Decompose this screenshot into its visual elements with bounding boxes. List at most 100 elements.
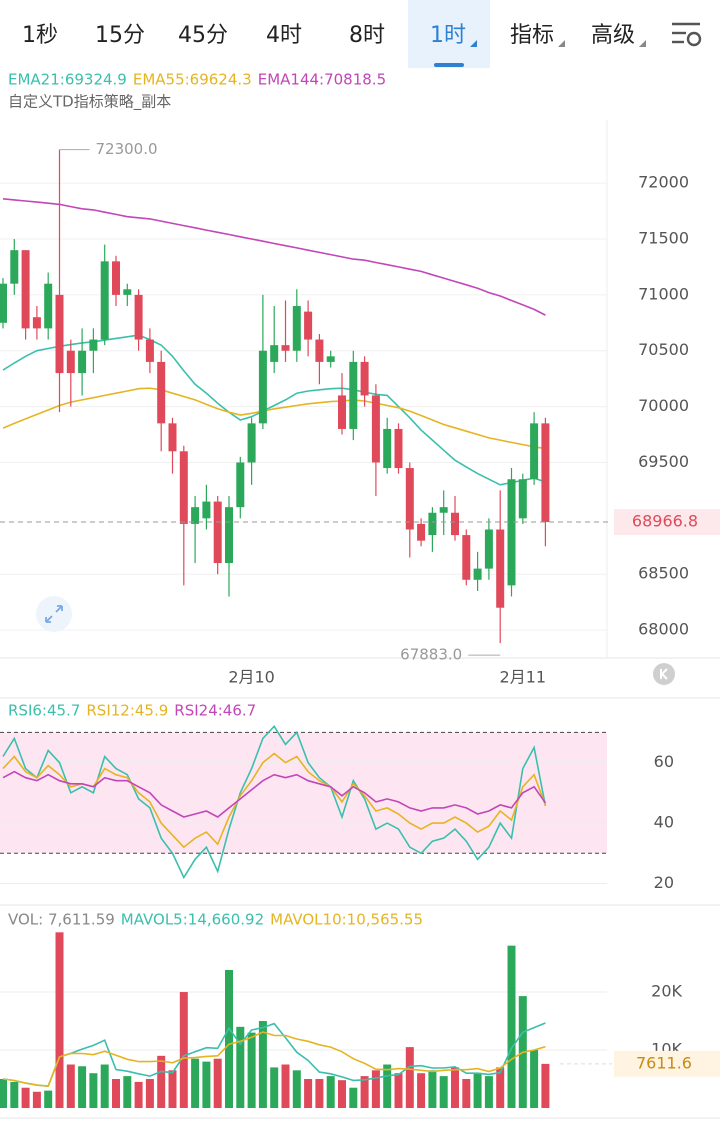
volume-bar [530, 1050, 539, 1108]
volume-bar [100, 1064, 109, 1108]
volume-bar [66, 1064, 75, 1108]
tab-label[interactable]: 1时 [430, 23, 466, 48]
active-tab-bg [408, 0, 490, 68]
volume-bar [473, 1073, 482, 1108]
y-tick-label: 70000 [638, 396, 689, 415]
volume-bar [134, 1081, 143, 1108]
legend-entry: RSI6:45.7 [8, 702, 80, 720]
candle-body [281, 345, 290, 351]
volume-bar [439, 1076, 448, 1108]
volume-bar [145, 1079, 154, 1108]
volume-bar [0, 1079, 7, 1108]
volume-bar [55, 932, 64, 1108]
volume-bar [541, 1063, 550, 1108]
volume-bar [496, 1067, 505, 1108]
candle-body [225, 507, 233, 564]
volume-bar [281, 1064, 290, 1108]
plots: EMA21:69324.9 EMA55:69624.3 EMA144:70818.5… [0, 71, 720, 1108]
candle-body [541, 423, 550, 523]
candle-body [66, 350, 75, 374]
candle-body [292, 306, 301, 351]
volume-bar [360, 1076, 369, 1108]
y-tick-label: 68500 [638, 564, 689, 583]
legend-entry: MAVOL10:10,565.55 [270, 911, 423, 929]
legend-entry: EMA21:69324.9 [8, 71, 127, 89]
candle-body [112, 261, 120, 295]
candle-body [484, 529, 493, 569]
legend-entry: RSI24:46.7 [174, 702, 256, 720]
tab-label[interactable]: 1秒 [22, 23, 58, 48]
button-icon [45, 605, 63, 623]
candle-body [179, 451, 188, 524]
candle-body [191, 507, 200, 524]
volume-bar [247, 1032, 256, 1108]
volume-bar [338, 1080, 346, 1108]
volume-bar [10, 1081, 19, 1108]
volume-bar [462, 1079, 471, 1108]
indicator-line [2, 1022, 546, 1088]
candle-body [315, 339, 324, 362]
last-volume-box [614, 1050, 720, 1077]
candle-body [394, 428, 403, 469]
volume-bar [383, 1064, 392, 1108]
volume-bar [89, 1073, 98, 1108]
scroll-latest-button[interactable] [653, 663, 675, 685]
y-tick-label: 20K [651, 982, 682, 1001]
legend-entry: MAVOL5:14,660.92 [121, 911, 264, 929]
candle-body [451, 512, 459, 536]
active-tab-indicator [434, 63, 464, 67]
candle-body [123, 289, 132, 295]
indicator-line [2, 770, 547, 818]
candle-body [247, 423, 256, 463]
candle-body [473, 568, 482, 580]
y-tick-label: 72000 [638, 173, 689, 192]
candle-body [304, 311, 313, 340]
button-bg [653, 663, 675, 685]
candle-body [338, 395, 346, 429]
dropdown-caret [558, 40, 566, 47]
volume-bar [417, 1073, 426, 1108]
candle-body [21, 250, 30, 329]
tab-label[interactable]: 15分 [95, 23, 145, 48]
tab-label[interactable]: 高级 [591, 23, 635, 48]
candle-body [270, 345, 279, 362]
indicator-line [2, 198, 546, 316]
volume-bar [258, 1021, 267, 1108]
y-tick-label: 20 [654, 873, 674, 892]
volume-bar [484, 1076, 493, 1108]
candle-body [236, 462, 245, 508]
candle-body [383, 428, 392, 469]
last-price-box [614, 509, 720, 536]
tab-label[interactable]: 4时 [266, 23, 302, 48]
candle-body [371, 395, 380, 463]
volume-bar [21, 1087, 30, 1108]
settings-icon[interactable] [672, 22, 702, 47]
candle-body [134, 294, 143, 340]
icon-gear [686, 31, 702, 47]
button-icon [660, 668, 668, 680]
tab-label[interactable]: 45分 [178, 23, 228, 48]
tab-label[interactable]: 8时 [349, 23, 385, 48]
y-tick-label: 70500 [638, 340, 689, 359]
candle-body [32, 317, 41, 329]
volume-bar [304, 1079, 313, 1108]
candle-body [78, 350, 87, 374]
candle-body [349, 361, 358, 429]
timeframe-tab-bar: 1秒 15分 45分 4时 8时 1时 指标 高级 [22, 0, 647, 68]
expand-button[interactable] [36, 596, 72, 632]
candle-body [530, 423, 539, 480]
candle-body [496, 529, 505, 608]
candle-body [100, 261, 109, 340]
volume-bar [315, 1079, 324, 1108]
volume-bar [371, 1070, 380, 1108]
x-tick-label: 2月11 [500, 668, 547, 687]
volume-bar [44, 1090, 53, 1108]
volume-bar [213, 1058, 222, 1108]
legend-entry: EMA55:69624.3 [133, 71, 252, 89]
candle-body [0, 283, 7, 323]
button-bg [36, 596, 72, 632]
tab-label[interactable]: 指标 [510, 23, 554, 48]
candle-body [44, 283, 53, 329]
